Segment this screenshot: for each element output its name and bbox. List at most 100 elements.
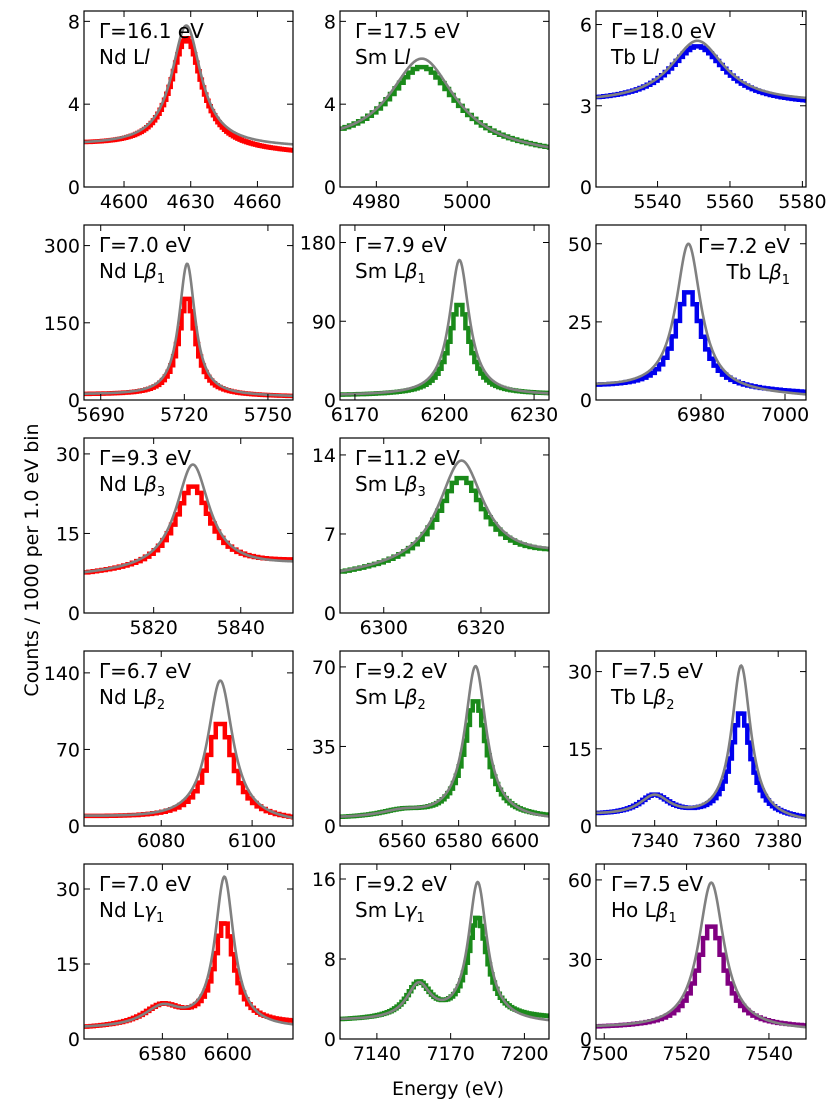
gamma-label: Γ=9.2 eV — [355, 872, 447, 896]
x-tick-label: 5750 — [244, 404, 292, 426]
panel-frame — [83, 650, 294, 827]
y-tick-label: 8 — [324, 11, 336, 33]
line-label: Nd Lγ1 — [99, 898, 164, 926]
panel-frame — [83, 10, 294, 188]
data-series — [340, 915, 549, 1022]
fit-curve — [84, 24, 293, 146]
gamma-label: Γ=7.0 eV — [99, 872, 191, 896]
x-tick-label: 6320 — [457, 617, 505, 639]
x-tick-label: 7140 — [353, 1043, 401, 1065]
y-tick-label: 8 — [68, 11, 80, 33]
data-series — [340, 699, 549, 820]
y-tick-label: 70 — [56, 739, 80, 761]
gamma-label: Γ=16.1 eV — [99, 19, 204, 43]
x-tick-label: 4630 — [167, 191, 215, 213]
y-tick-label: 16 — [312, 869, 336, 891]
y-tick-label: 300 — [44, 236, 80, 258]
x-tick-label: 7380 — [754, 830, 802, 852]
y-tick-label: 0 — [68, 177, 80, 199]
panel-frame — [339, 650, 550, 827]
y-tick-label: 180 — [300, 233, 336, 255]
y-tick-label: 0 — [580, 177, 592, 199]
gamma-label: Γ=11.2 eV — [355, 446, 460, 470]
y-tick-label: 150 — [44, 313, 80, 335]
x-tick-label: 7340 — [630, 830, 678, 852]
fit-curve — [596, 881, 806, 1029]
panel-frame — [339, 863, 550, 1040]
fit-curve — [84, 679, 293, 820]
panel-frame — [339, 10, 550, 188]
y-tick-label: 15 — [56, 523, 80, 545]
y-tick-label: 15 — [568, 739, 592, 761]
line-label: Tb Ll — [610, 45, 659, 69]
gamma-label: Γ=18.0 eV — [611, 19, 716, 43]
x-tick-label: 5840 — [217, 617, 265, 639]
y-tick-label: 140 — [44, 663, 80, 685]
panel-frame — [595, 650, 807, 827]
y-tick-label: 30 — [568, 949, 592, 971]
gamma-label: Γ=7.9 eV — [355, 233, 447, 257]
y-tick-label: 3 — [580, 96, 592, 118]
x-tick-label: 6580 — [138, 1043, 186, 1065]
y-tick-label: 35 — [312, 736, 336, 758]
y-tick-label: 0 — [68, 390, 80, 412]
data-series — [340, 64, 549, 150]
y-tick-label: 0 — [324, 816, 336, 838]
y-tick-label: 90 — [312, 311, 336, 333]
y-tick-label: 30 — [56, 444, 80, 466]
x-tick-label: 5820 — [129, 617, 177, 639]
gamma-label: Γ=7.5 eV — [611, 659, 703, 683]
x-tick-label: 6600 — [491, 830, 539, 852]
y-axis-title: Counts / 1000 per 1.0 eV bin — [21, 423, 43, 696]
x-tick-label: 7540 — [745, 1043, 793, 1065]
line-label: Nd Lβ2 — [99, 685, 165, 713]
x-tick-label: 4660 — [233, 191, 281, 213]
fit-curve — [340, 57, 549, 149]
panel-frame — [339, 437, 550, 614]
line-label: Ho Lβ1 — [611, 898, 677, 926]
x-tick-label: 6600 — [204, 1043, 252, 1065]
data-series — [84, 921, 293, 1029]
y-tick-label: 0 — [68, 1029, 80, 1051]
y-tick-label: 0 — [580, 816, 592, 838]
y-tick-label: 60 — [568, 870, 592, 892]
y-tick-label: 50 — [568, 234, 592, 256]
y-tick-label: 8 — [324, 949, 336, 971]
y-tick-label: 0 — [580, 1029, 592, 1051]
fit-curve — [340, 664, 549, 818]
gamma-label: Γ=7.2 eV — [698, 234, 790, 258]
y-tick-label: 15 — [56, 954, 80, 976]
data-series — [596, 290, 806, 395]
x-tick-label: 5690 — [77, 404, 125, 426]
y-tick-label: 7 — [324, 524, 336, 546]
x-tick-label: 4980 — [352, 191, 400, 213]
x-axis-title: Energy (eV) — [392, 1078, 504, 1100]
x-tick-label: 6080 — [137, 830, 185, 852]
fit-curve — [84, 463, 293, 574]
x-tick-label: 6100 — [228, 830, 276, 852]
fit-curve — [596, 664, 806, 820]
line-label: Tb Lβ1 — [726, 260, 790, 288]
fit-curve — [596, 242, 806, 396]
panel-frame — [595, 863, 807, 1040]
y-tick-label: 0 — [580, 390, 592, 412]
fit-curve — [340, 258, 549, 396]
y-tick-label: 4 — [68, 94, 80, 116]
x-tick-label: 7000 — [761, 404, 809, 426]
line-label: Tb Lβ2 — [610, 685, 674, 713]
gamma-label: Γ=17.5 eV — [355, 19, 460, 43]
y-tick-label: 25 — [568, 312, 592, 334]
fit-curve — [84, 875, 293, 1028]
y-tick-label: 0 — [68, 816, 80, 838]
x-tick-label: 7200 — [500, 1043, 548, 1065]
